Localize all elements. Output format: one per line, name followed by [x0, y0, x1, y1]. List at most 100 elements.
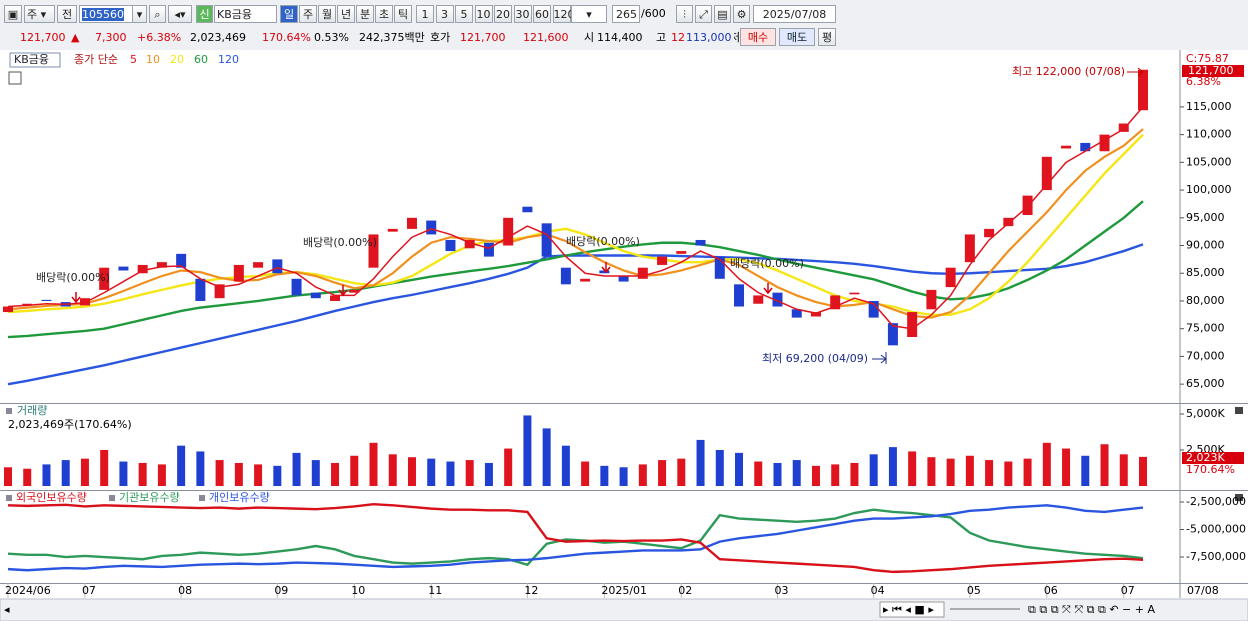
sound-button[interactable]: ◂▾: [168, 5, 192, 23]
legend-marker: [199, 495, 205, 501]
view-controls[interactable]: ⧉ ⧉ ⧉ ⤧ ⤧ ⧉ ⧉ ↶ − + A: [1028, 603, 1155, 616]
volume-bar: [965, 455, 974, 486]
price: 121,700: [20, 31, 66, 44]
candle: [137, 264, 148, 274]
panel-subtitle: 2,023,469주(170.64%): [8, 418, 132, 431]
volume-bar: [754, 461, 763, 486]
volume-bar: [792, 460, 801, 486]
interval-button[interactable]: 30: [513, 5, 532, 23]
volume-bar: [1081, 455, 1090, 486]
candle: [810, 312, 821, 317]
current-volume: 2,023K: [1186, 451, 1225, 464]
y-tick-label: 70,000: [1186, 349, 1225, 362]
period-button[interactable]: 초: [375, 5, 393, 23]
period-button[interactable]: 주: [299, 5, 317, 23]
y-tick-label: 75,000: [1186, 322, 1225, 335]
candle: [1041, 156, 1052, 191]
volume-bar: [658, 460, 667, 486]
scroll-buttons[interactable]: [879, 601, 945, 618]
volume-bar: [407, 457, 416, 486]
candle: [330, 295, 341, 301]
candle: [368, 234, 379, 268]
candle: [522, 206, 533, 213]
candle: [695, 239, 706, 246]
legend-entry: 20: [170, 53, 184, 66]
candle: [118, 266, 129, 271]
candle: [887, 323, 898, 346]
candle: [907, 312, 918, 338]
interval-button[interactable]: 60: [533, 5, 551, 23]
period-button[interactable]: 월: [318, 5, 336, 23]
panel-icon[interactable]: [1235, 494, 1243, 501]
annotation-arrow: [1127, 67, 1144, 77]
y-tick-label: -2,500,000: [1186, 495, 1246, 508]
interval-button[interactable]: 3: [435, 5, 454, 23]
period-button[interactable]: 틱: [394, 5, 412, 23]
search-button[interactable]: ⌕: [149, 5, 166, 23]
volume-bar: [427, 458, 436, 486]
line: [7, 200, 1144, 339]
candle: [657, 256, 668, 265]
volume-bar: [619, 467, 628, 486]
open: 114,400: [597, 31, 643, 44]
volume-bar: [331, 462, 340, 486]
x-tick-label: 2024/06: [5, 584, 51, 597]
blank-select[interactable]: ▾: [571, 5, 607, 23]
prefix-button[interactable]: 전: [57, 5, 77, 23]
volume-bar: [1119, 454, 1128, 486]
change-pct: +6.38%: [137, 31, 182, 44]
line: [7, 106, 1144, 330]
tool-button[interactable]: ⫶: [676, 5, 693, 23]
buy-button[interactable]: 매수: [740, 28, 776, 46]
interval-button[interactable]: 1: [416, 5, 434, 23]
volume-bar: [4, 467, 12, 486]
interval-button[interactable]: 10: [474, 5, 493, 23]
sell-button[interactable]: 매도: [779, 28, 815, 46]
candle: [253, 262, 264, 268]
candle: [464, 239, 475, 249]
save-button[interactable]: ▤: [714, 5, 731, 23]
candle: [1099, 134, 1110, 152]
volume-bar: [735, 452, 744, 486]
avg-button[interactable]: 평: [818, 28, 836, 46]
count-input[interactable]: 265: [612, 5, 640, 23]
code-input[interactable]: 105560: [79, 5, 147, 23]
x-end-label: 07/08: [1187, 584, 1219, 597]
candle: [195, 278, 206, 301]
candle: [483, 242, 494, 257]
candle: [22, 303, 33, 306]
volume-bar: [504, 448, 513, 486]
y-tick-label: 115,000: [1186, 100, 1232, 113]
volume-bar: [831, 464, 840, 486]
scroll-controls[interactable]: ▸ ⏮ ◂ ■ ▸: [883, 603, 934, 616]
table-icon[interactable]: [8, 71, 22, 85]
volume-bar: [927, 457, 936, 486]
name-input[interactable]: KB금융: [214, 5, 277, 23]
panel-icon[interactable]: [1235, 407, 1243, 414]
x-tick-label: 03: [774, 584, 788, 597]
interval-button[interactable]: 120: [552, 5, 575, 23]
volume-bar: [523, 415, 532, 486]
interval-button[interactable]: 5: [455, 5, 473, 23]
y-tick-label: 80,000: [1186, 294, 1225, 307]
volume-bar: [638, 464, 647, 486]
max-count: /600: [641, 7, 666, 20]
period-button[interactable]: 일: [280, 5, 298, 23]
legend-marker: [109, 495, 115, 501]
scroll-left[interactable]: ◂: [4, 603, 10, 616]
period-button[interactable]: 년: [337, 5, 355, 23]
candle: [849, 292, 860, 295]
settings-button[interactable]: ⚙: [733, 5, 750, 23]
code-dropdown[interactable]: ▾: [132, 5, 147, 23]
interval-button[interactable]: 20: [494, 5, 512, 23]
date-input[interactable]: 2025/07/08: [753, 5, 836, 23]
period-type[interactable]: 주 ▾: [24, 5, 55, 23]
period-button[interactable]: 분: [356, 5, 374, 23]
candle: [830, 295, 841, 310]
volume-bar: [157, 464, 166, 486]
tool-button[interactable]: ⤢: [695, 5, 712, 23]
x-tick-label: 08: [178, 584, 192, 597]
open-label: 시: [584, 31, 595, 44]
change: 7,300: [95, 31, 127, 44]
menu-button[interactable]: ▣: [4, 5, 22, 23]
